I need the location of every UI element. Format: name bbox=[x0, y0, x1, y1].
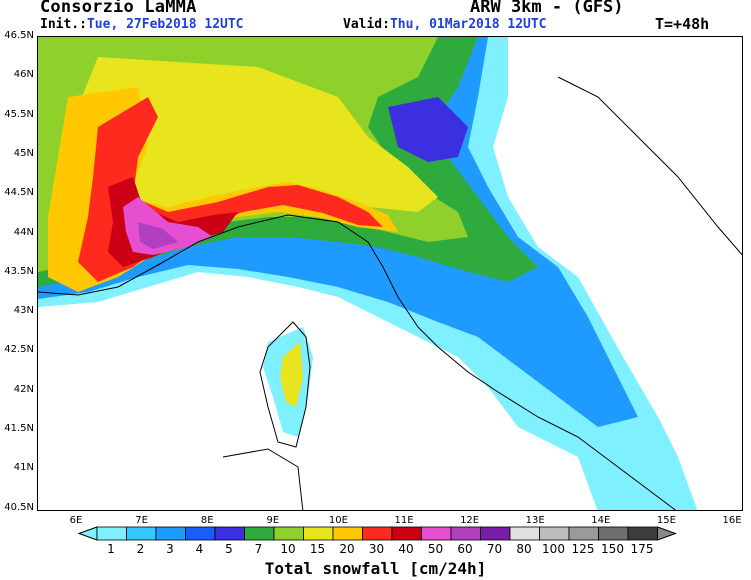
valid-label: Valid: bbox=[343, 17, 390, 32]
lat-label: 42N bbox=[13, 383, 34, 395]
legend-title: Total snowfall [cm/24h] bbox=[264, 559, 487, 578]
legend-value: 60 bbox=[457, 542, 472, 556]
lat-label: 46.5N bbox=[4, 30, 34, 41]
legend-value: 4 bbox=[196, 542, 204, 556]
valid-time: Valid:Thu, 01Mar2018 12UTC bbox=[343, 17, 547, 32]
legend-value: 50 bbox=[428, 542, 443, 556]
lat-label: 41.5N bbox=[4, 423, 34, 434]
lat-label: 43N bbox=[13, 305, 34, 317]
legend-swatch bbox=[155, 526, 186, 541]
legend-value: 175 bbox=[631, 542, 654, 556]
legend-swatch bbox=[391, 526, 422, 541]
snow-band-purple bbox=[138, 222, 178, 249]
legend-swatch bbox=[421, 526, 452, 541]
legend-swatch bbox=[214, 526, 245, 541]
legend-value: 10 bbox=[280, 542, 295, 556]
snow-band-darkblue bbox=[388, 97, 468, 162]
legend-max-arrow bbox=[657, 526, 677, 541]
lon-label: 11E bbox=[394, 515, 414, 526]
corsica-coast bbox=[259, 321, 311, 448]
model-name: ARW 3km - (GFS) bbox=[470, 0, 624, 17]
lat-label: 43.5N bbox=[4, 265, 34, 277]
legend-value: 100 bbox=[542, 542, 565, 556]
legend-value: 7 bbox=[255, 542, 263, 556]
legend-value: 5 bbox=[225, 542, 233, 556]
legend-value: 3 bbox=[166, 542, 174, 556]
legend-value: 70 bbox=[487, 542, 502, 556]
valid-value: Thu, 01Mar2018 12UTC bbox=[389, 17, 547, 32]
sardinia-coast bbox=[222, 448, 304, 510]
init-value: Tue, 27Feb2018 12UTC bbox=[86, 17, 244, 32]
legend-swatch bbox=[332, 526, 363, 541]
legend-swatch bbox=[362, 526, 393, 541]
snowfall-map bbox=[37, 36, 743, 511]
lon-label: 14E bbox=[591, 515, 611, 526]
lat-label: 44.5N bbox=[4, 187, 34, 199]
legend-swatch bbox=[244, 526, 275, 541]
legend-swatch bbox=[568, 526, 599, 541]
legend-swatch bbox=[539, 526, 570, 541]
corsica-core bbox=[280, 342, 303, 407]
lon-label: 9E bbox=[266, 515, 280, 526]
lon-label: 16E bbox=[722, 515, 742, 526]
legend-swatch bbox=[96, 526, 127, 541]
lon-label: 15E bbox=[656, 515, 676, 526]
legend-value: 30 bbox=[369, 542, 384, 556]
legend-swatch bbox=[450, 526, 481, 541]
lon-label: 8E bbox=[200, 515, 214, 526]
legend-value: 15 bbox=[310, 542, 325, 556]
lon-label: 12E bbox=[460, 515, 480, 526]
init-label: Init.: bbox=[40, 17, 87, 32]
legend-value: 125 bbox=[572, 542, 595, 556]
legend-value: 20 bbox=[339, 542, 354, 556]
lat-label: 44N bbox=[13, 226, 34, 238]
legend-value: 150 bbox=[601, 542, 624, 556]
lon-label: 7E bbox=[135, 515, 148, 526]
init-time: Init.:Tue, 27Feb2018 12UTC bbox=[40, 17, 244, 32]
lat-label: 45.5N bbox=[4, 108, 34, 120]
legend-swatch bbox=[303, 526, 334, 541]
coastline bbox=[38, 214, 677, 510]
lon-label: 10E bbox=[328, 515, 348, 526]
lat-label: 41N bbox=[13, 462, 34, 474]
lat-label: 40.5N bbox=[4, 501, 34, 513]
adriatic-coast-east bbox=[557, 76, 742, 256]
lat-label: 46N bbox=[13, 69, 34, 81]
legend-value: 40 bbox=[398, 542, 413, 556]
forecast-step: T=+48h bbox=[655, 15, 710, 33]
legend-swatch bbox=[627, 526, 658, 541]
legend-min-arrow bbox=[77, 526, 98, 541]
legend-value: 1 bbox=[107, 542, 115, 556]
legend-swatch bbox=[126, 526, 157, 541]
lon-label: 6E bbox=[69, 515, 83, 526]
color-legend: 1 2 3 4 5 7 10 15 20 30 40 50 60 70 80 100 125 150 175 bbox=[77, 526, 677, 556]
snowfall-field bbox=[38, 37, 742, 510]
lat-label: 42.5N bbox=[4, 344, 34, 356]
legend-value: 2 bbox=[137, 542, 145, 556]
legend-swatch bbox=[480, 526, 511, 541]
lat-label: 45N bbox=[13, 147, 34, 159]
producer-title: Consorzio LaMMA bbox=[40, 0, 197, 17]
legend-value: 80 bbox=[516, 542, 531, 556]
legend-swatch bbox=[185, 526, 216, 541]
legend-swatch bbox=[598, 526, 629, 541]
lon-label: 13E bbox=[525, 515, 545, 526]
legend-swatch bbox=[509, 526, 540, 541]
legend-swatch bbox=[273, 526, 304, 541]
